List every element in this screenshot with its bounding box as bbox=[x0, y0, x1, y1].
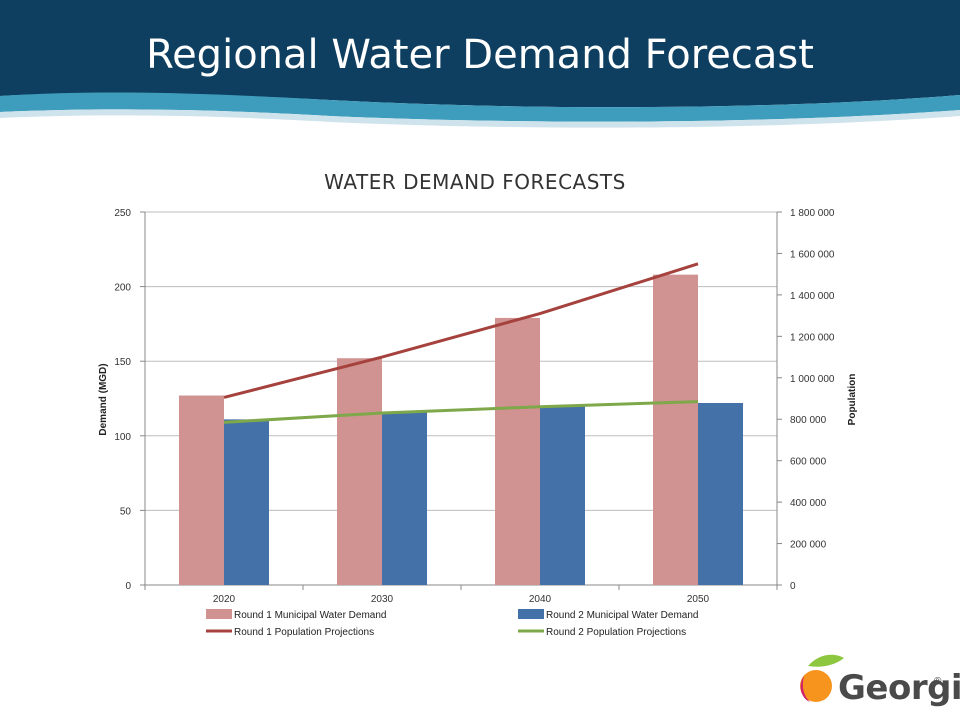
x-tick-label: 2040 bbox=[529, 594, 552, 605]
y-tick-label: 0 bbox=[125, 581, 131, 592]
logo-peach-shade bbox=[800, 676, 810, 702]
georgia-peach-logo-icon bbox=[800, 654, 844, 702]
y2-tick-label: 1 200 000 bbox=[790, 332, 835, 343]
y2-axis-title: Population bbox=[847, 374, 858, 426]
y2-tick-label: 1 800 000 bbox=[790, 208, 835, 219]
legend-swatch bbox=[518, 609, 544, 619]
legend-label: Round 1 Population Projections bbox=[234, 627, 374, 638]
bar-round1-demand bbox=[653, 274, 698, 585]
legend-label: Round 2 Population Projections bbox=[546, 627, 686, 638]
x-tick-label: 2020 bbox=[213, 594, 236, 605]
logo-text: Georgia bbox=[838, 668, 960, 708]
logo-leaf-icon bbox=[808, 654, 844, 667]
slide-title: Regional Water Demand Forecast bbox=[146, 32, 814, 78]
bar-round2-demand bbox=[224, 419, 269, 585]
banner-wave-shadow bbox=[0, 109, 960, 128]
logo-registered-mark: ® bbox=[934, 676, 942, 687]
y2-tick-label: 1 400 000 bbox=[790, 291, 835, 302]
banner-wave bbox=[0, 92, 960, 122]
y2-tick-label: 800 000 bbox=[790, 415, 827, 426]
x-tick-label: 2030 bbox=[371, 594, 394, 605]
legend-label: Round 2 Municipal Water Demand bbox=[546, 610, 698, 621]
y2-tick-label: 600 000 bbox=[790, 457, 827, 468]
title-banner bbox=[0, 0, 960, 128]
y2-tick-label: 0 bbox=[790, 581, 796, 592]
y2-tick-label: 1 600 000 bbox=[790, 249, 835, 260]
bar-round1-demand bbox=[337, 358, 382, 585]
x-tick-label: 2050 bbox=[687, 594, 710, 605]
y-tick-label: 150 bbox=[114, 357, 131, 368]
y-axis-title: Demand (MGD) bbox=[98, 363, 109, 435]
y-tick-label: 100 bbox=[114, 432, 131, 443]
y-tick-label: 50 bbox=[120, 506, 132, 517]
y2-tick-label: 200 000 bbox=[790, 540, 827, 551]
bar-round2-demand bbox=[382, 411, 427, 585]
bar-round1-demand bbox=[495, 317, 540, 585]
y2-tick-label: 400 000 bbox=[790, 498, 827, 509]
line-round2-population bbox=[223, 400, 699, 424]
bar-round1-demand bbox=[179, 395, 224, 585]
line-round1-population bbox=[223, 262, 699, 399]
y-tick-label: 200 bbox=[114, 283, 131, 294]
banner-background bbox=[0, 0, 960, 108]
legend-label: Round 1 Municipal Water Demand bbox=[234, 610, 386, 621]
bar-round2-demand bbox=[540, 405, 585, 585]
logo-peach-icon bbox=[800, 670, 832, 702]
bar-round2-demand bbox=[698, 402, 743, 585]
y-tick-label: 250 bbox=[114, 208, 131, 219]
chart-title: WATER DEMAND FORECASTS bbox=[324, 170, 626, 194]
y2-tick-label: 1 000 000 bbox=[790, 374, 835, 385]
legend-swatch bbox=[206, 609, 232, 619]
